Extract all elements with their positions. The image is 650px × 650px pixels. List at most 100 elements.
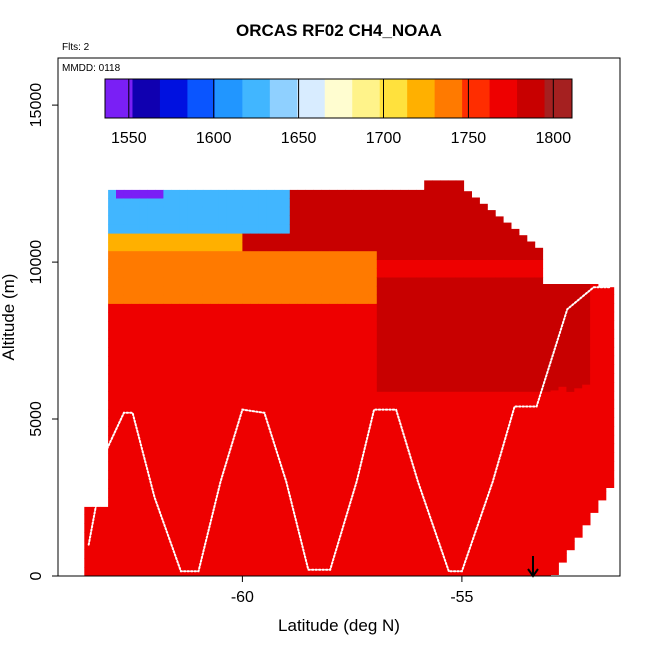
heat-cell	[605, 303, 615, 313]
heat-cell	[368, 268, 378, 278]
heat-cell	[313, 488, 322, 498]
heat-cell	[345, 198, 354, 208]
heat-cell	[408, 558, 417, 568]
colorbar-segment	[544, 79, 573, 118]
heat-cell	[195, 523, 204, 533]
heat-cell	[479, 250, 488, 260]
heat-cell	[534, 365, 544, 375]
heat-cell	[147, 488, 156, 498]
heat-cell	[179, 479, 188, 489]
heat-cell	[297, 189, 306, 199]
heat-cell	[519, 277, 528, 287]
heat-cell	[455, 329, 465, 340]
heat-cell	[582, 472, 591, 482]
heat-cell	[226, 514, 235, 524]
heat-cell	[479, 514, 488, 524]
heat-cell	[210, 198, 220, 208]
heat-cell	[226, 505, 235, 515]
heat-cell	[139, 250, 148, 260]
heat-cell	[289, 391, 299, 401]
heat-cell	[321, 198, 330, 208]
heat-cell	[598, 359, 607, 369]
heat-cell	[345, 189, 354, 199]
heat-cell	[195, 189, 204, 199]
heat-cell	[313, 496, 322, 507]
heat-cell	[258, 382, 267, 392]
heat-cell	[171, 382, 180, 392]
heat-cell	[558, 368, 567, 378]
heat-cell	[123, 426, 133, 436]
heat-cell	[116, 523, 125, 533]
heat-cell	[432, 373, 441, 383]
heat-cell	[495, 382, 504, 392]
heat-cell	[526, 532, 536, 542]
heat-cell	[297, 242, 306, 252]
heat-cell	[424, 488, 433, 498]
heat-cell	[487, 259, 496, 269]
heat-cell	[345, 540, 354, 550]
heat-cell	[171, 268, 180, 278]
heat-cell	[416, 391, 425, 401]
heat-cell	[250, 312, 259, 322]
heat-cell	[384, 567, 393, 577]
heat-cell	[234, 250, 243, 260]
heat-cell	[495, 567, 504, 577]
heat-cell	[163, 338, 172, 348]
heat-cell	[440, 347, 449, 357]
heat-cell	[361, 435, 370, 445]
x-axis-label: Latitude (deg N)	[278, 616, 400, 635]
heat-cell	[329, 233, 338, 243]
heat-cell	[108, 479, 117, 489]
heat-cell	[582, 331, 591, 341]
heat-cell	[139, 567, 148, 577]
heat-cell	[345, 242, 354, 252]
heat-cell	[519, 303, 528, 313]
heat-cell	[471, 470, 480, 480]
heat-cell	[179, 277, 188, 287]
heat-cell	[424, 549, 433, 559]
heat-cell	[432, 461, 441, 471]
heat-cell	[329, 224, 338, 234]
heat-cell	[550, 557, 559, 567]
heat-cell	[384, 285, 393, 296]
heat-cell	[479, 233, 488, 243]
heat-cell	[511, 259, 520, 269]
heat-cell	[345, 356, 354, 366]
heat-cell	[345, 417, 354, 427]
heat-cell	[503, 409, 512, 419]
heat-cell	[297, 215, 306, 225]
heat-cell	[400, 505, 409, 515]
heat-cell	[471, 233, 480, 243]
heat-cell	[187, 479, 196, 489]
heat-cell	[274, 567, 283, 577]
heat-cell	[218, 523, 227, 533]
heat-cell	[131, 338, 141, 348]
heat-cell	[440, 461, 449, 471]
heat-cell	[361, 268, 370, 278]
heat-cell	[305, 356, 314, 366]
heat-cell	[542, 444, 551, 454]
heat-cell	[116, 488, 125, 498]
heat-cell	[171, 532, 180, 542]
heat-cell	[392, 224, 401, 234]
heat-cell	[368, 215, 378, 225]
heat-cell	[566, 541, 575, 551]
heat-cell	[368, 198, 378, 208]
heat-cell	[408, 224, 417, 234]
heat-cell	[266, 488, 275, 498]
heat-cell	[337, 329, 346, 340]
heat-cell	[605, 390, 615, 401]
heat-cell	[511, 426, 520, 436]
heat-cell	[605, 346, 615, 357]
heat-cell	[384, 356, 393, 366]
heat-cell	[202, 224, 212, 234]
heat-cell	[195, 373, 204, 383]
heat-cell	[471, 338, 480, 348]
heat-cell	[131, 329, 141, 340]
heat-cell	[368, 312, 378, 322]
heat-cell	[218, 233, 227, 243]
heat-cell	[281, 444, 291, 454]
heat-cell	[392, 303, 401, 313]
heat-cell	[376, 206, 386, 216]
heat-cell	[179, 505, 188, 515]
